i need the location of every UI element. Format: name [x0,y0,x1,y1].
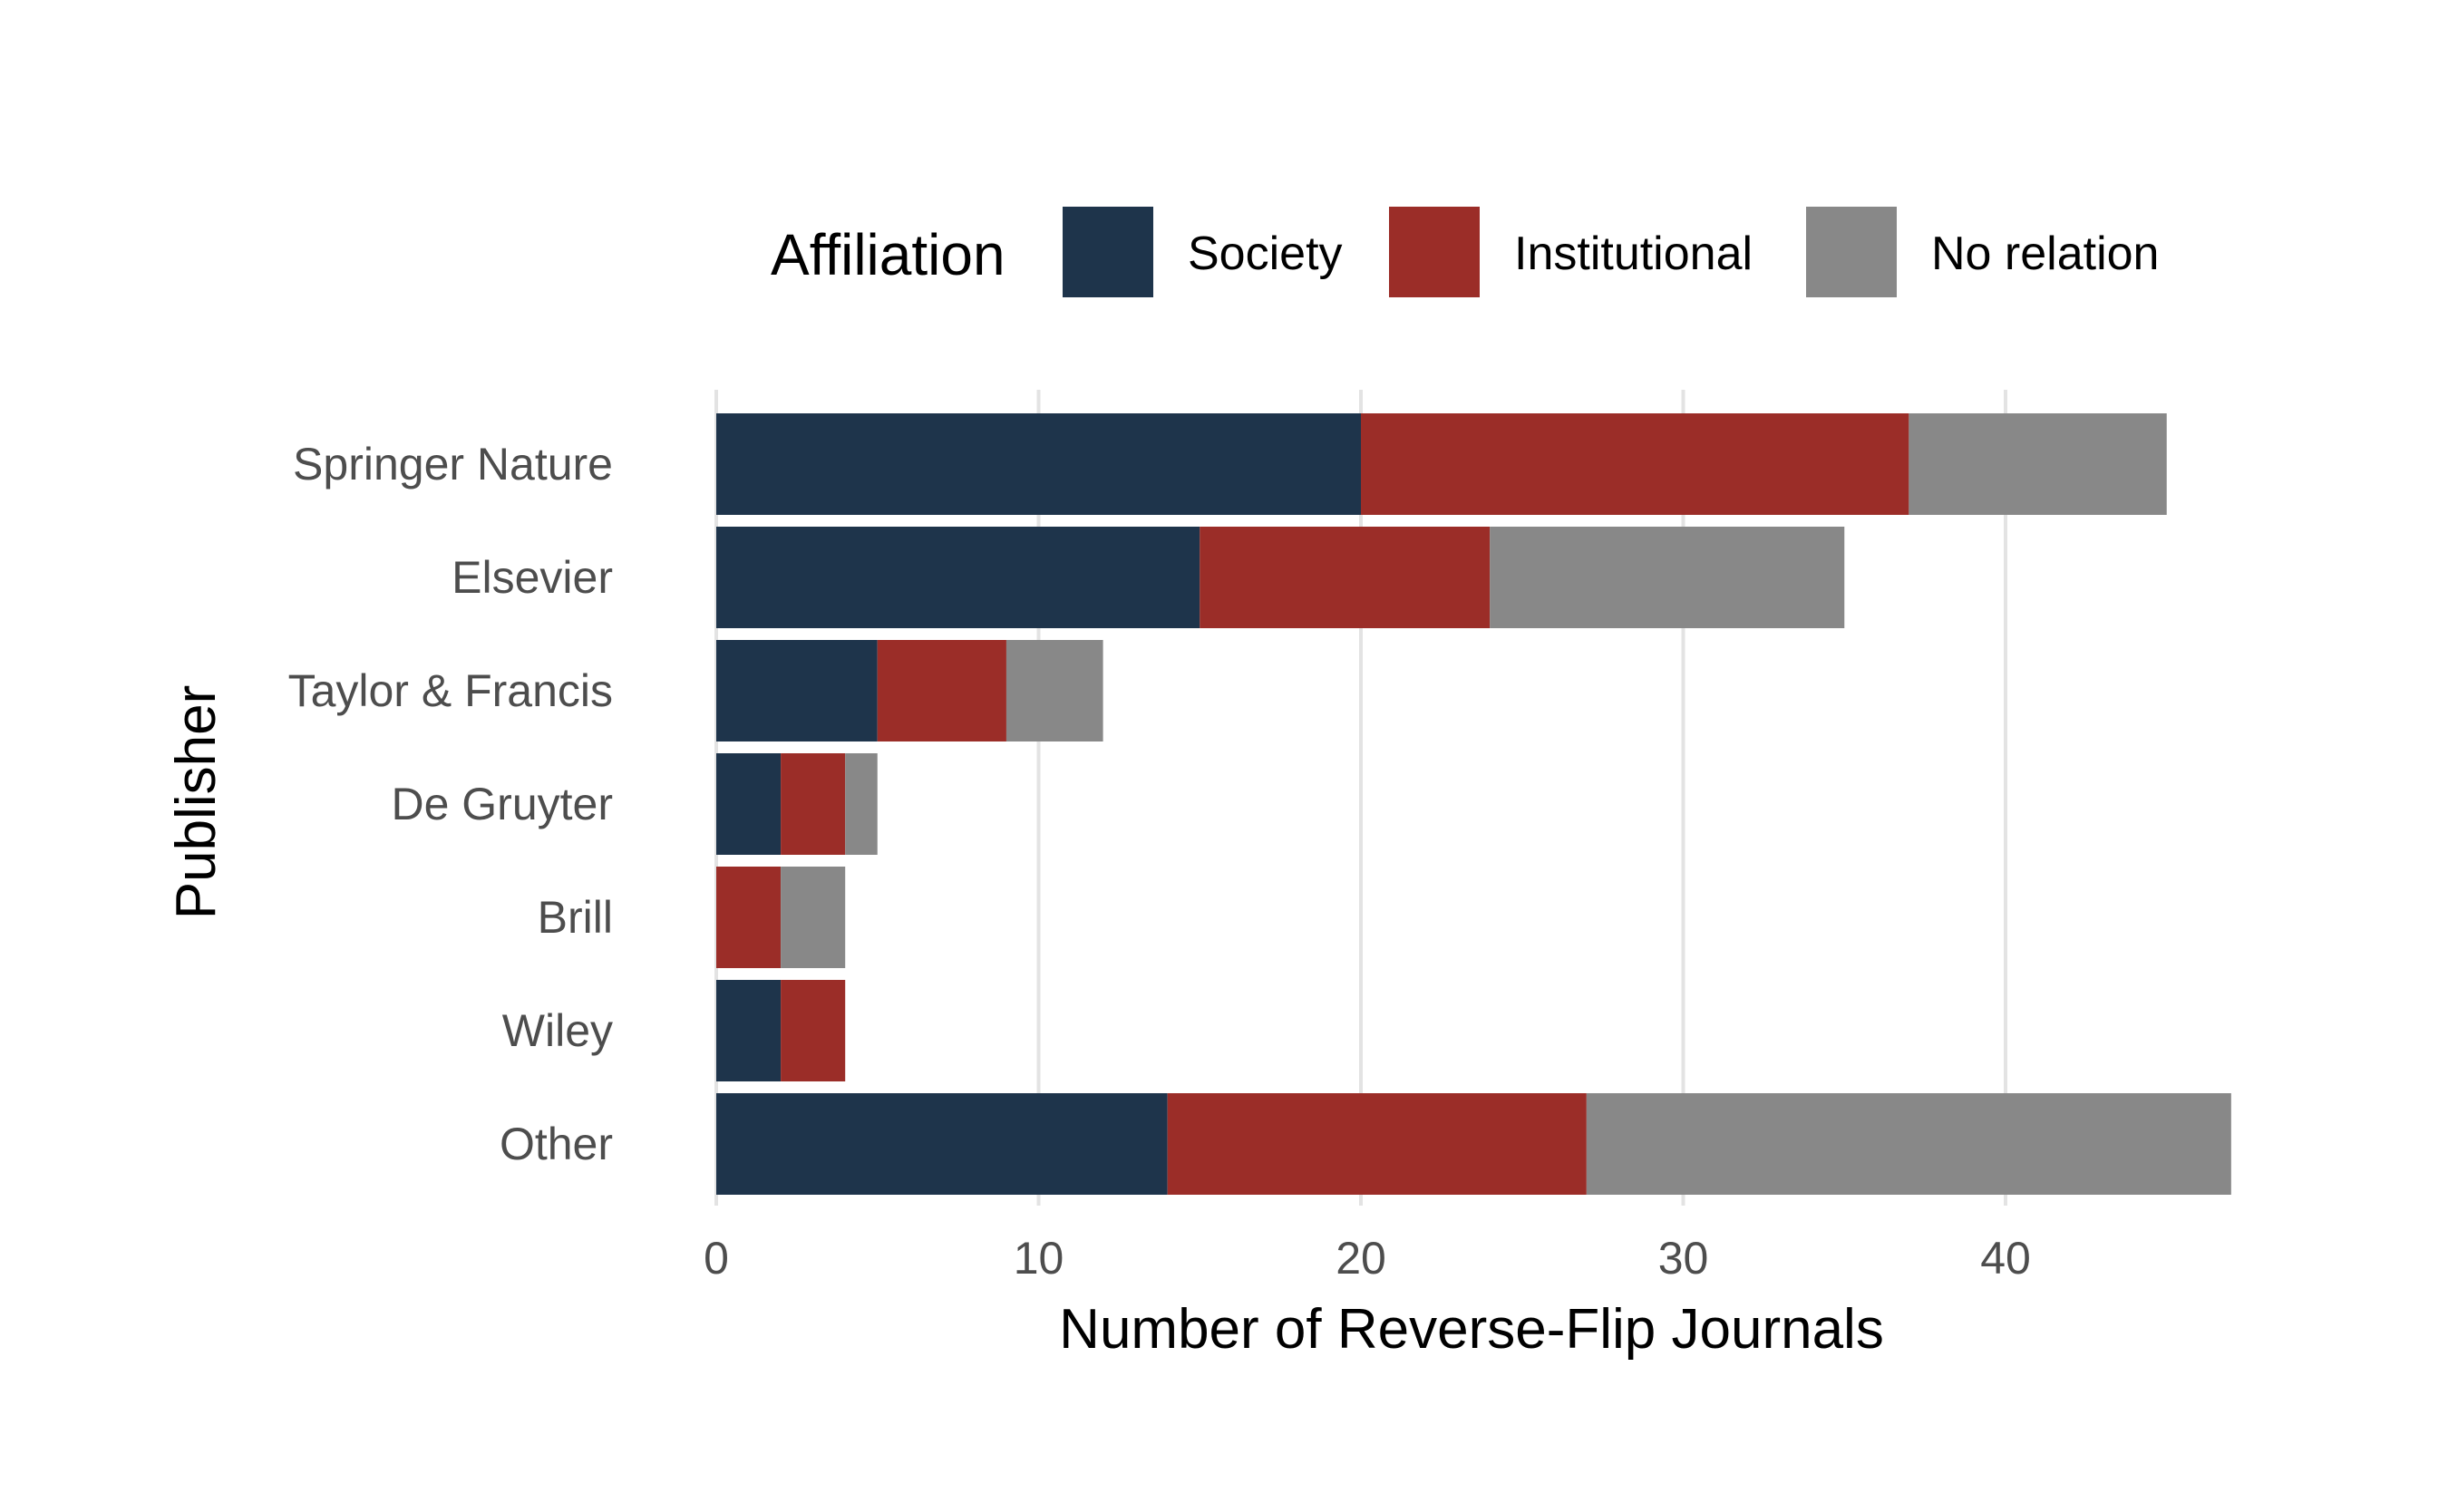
y-axis-title: Publisher [165,685,228,919]
x-tick-label-30: 30 [1658,1233,1709,1284]
legend-swatch-institutional [1389,207,1480,297]
y-tick-label-springer-nature: Springer Nature [293,439,613,489]
y-tick-label-other: Other [500,1119,613,1169]
legend-label-institutional: Institutional [1514,228,1753,280]
y-tick-label-de-gruyter: De Gruyter [391,779,613,829]
bar-other-institutional [1167,1093,1587,1195]
bar-de-gruyter-society [716,753,782,855]
bar-other-no-relation [1586,1093,2231,1195]
x-axis-title: Number of Reverse-Flip Journals [1059,1298,1884,1361]
x-axis-ticks: 0 10 20 30 40 [704,1233,2031,1284]
bar-brill-institutional [716,867,782,968]
bar-de-gruyter-no-relation [845,753,878,855]
legend-label-no-relation: No relation [1931,228,2159,280]
x-tick-label-10: 10 [1014,1233,1064,1284]
y-axis-ticks: Springer Nature Elsevier Taylor & Francis D… [288,439,613,1169]
bars [716,413,2231,1195]
bar-springer-nature-no-relation [1909,413,2167,515]
y-tick-label-brill: Brill [538,892,613,943]
y-tick-label-elsevier: Elsevier [452,552,613,603]
x-tick-label-0: 0 [704,1233,729,1284]
bar-taylor-and-francis-institutional [877,640,1006,741]
bar-other-society [716,1093,1168,1195]
bar-wiley-institutional [781,980,846,1081]
bar-springer-nature-society [716,413,1361,515]
bar-taylor-and-francis-society [716,640,878,741]
legend: Affiliation Society Institutional No relat… [771,207,2159,297]
x-tick-label-20: 20 [1336,1233,1386,1284]
bar-de-gruyter-institutional [781,753,846,855]
legend-label-society: Society [1188,228,1343,280]
legend-title: Affiliation [771,222,1005,287]
legend-swatch-society [1063,207,1153,297]
bar-elsevier-society [716,527,1200,628]
bar-elsevier-institutional [1200,527,1491,628]
y-tick-label-taylor-and-francis: Taylor & Francis [288,665,613,716]
legend-swatch-no-relation [1806,207,1897,297]
bar-springer-nature-institutional [1361,413,1909,515]
bar-wiley-society [716,980,782,1081]
x-tick-label-40: 40 [1980,1233,2031,1284]
bar-brill-no-relation [781,867,846,968]
bar-elsevier-no-relation [1490,527,1845,628]
bar-taylor-and-francis-no-relation [1005,640,1103,741]
y-tick-label-wiley: Wiley [502,1005,613,1056]
